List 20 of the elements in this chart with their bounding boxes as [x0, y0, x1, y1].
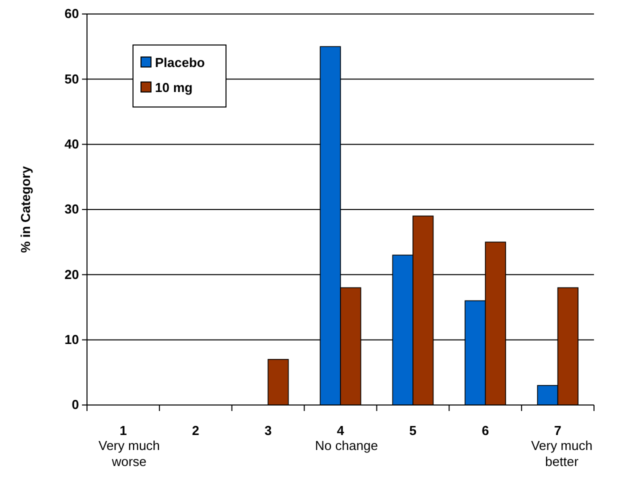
x-tick-label: 1	[120, 423, 127, 438]
y-axis-title: % in Category	[18, 165, 33, 253]
text: No change	[315, 438, 378, 453]
y-tick-label: 0	[72, 397, 79, 412]
x-tick-label: 3	[264, 423, 272, 438]
y-tick-label: 20	[64, 266, 79, 282]
y-tick-label: 10	[64, 332, 79, 347]
y-tick-label: 40	[64, 136, 79, 152]
x-tick-label: 4	[336, 423, 345, 438]
legend-label: Placebo	[155, 55, 205, 70]
y-tick-label: 30	[64, 202, 79, 217]
x-tick-label: 7	[554, 423, 562, 438]
legend-label: 10 mg	[155, 80, 193, 95]
y-tick-label: 60	[64, 6, 79, 22]
text: Very much better	[531, 438, 592, 469]
text: Very much worse	[98, 438, 160, 469]
x-tick-label: 5	[409, 423, 417, 438]
x-tick-label: 2	[192, 423, 200, 438]
x-tick-label: 6	[482, 423, 489, 438]
y-tick-label: 50	[64, 71, 79, 86]
